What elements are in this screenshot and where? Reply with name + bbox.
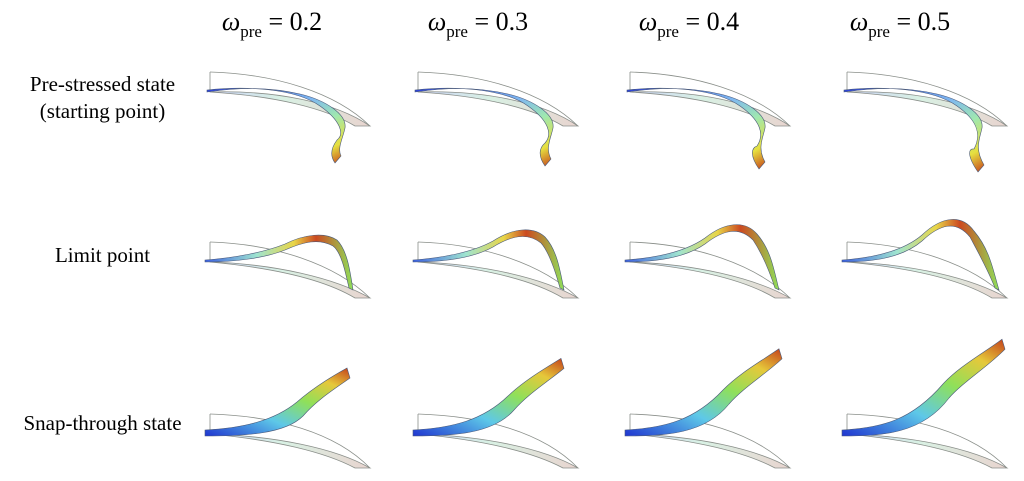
omega-subscript: pre bbox=[446, 22, 468, 41]
shell-figure bbox=[206, 71, 372, 164]
limit-point-shell bbox=[624, 224, 780, 291]
omega-symbol: ω bbox=[221, 7, 241, 36]
undeformed-shell bbox=[629, 72, 792, 127]
shell-cell bbox=[624, 222, 815, 352]
snap-through-shell bbox=[204, 367, 351, 437]
shell-figure bbox=[626, 71, 792, 170]
shell-figure bbox=[624, 348, 792, 469]
omega-symbol: ω bbox=[849, 7, 869, 36]
undeformed-shell bbox=[417, 242, 580, 299]
omega-symbol: ω bbox=[427, 7, 447, 36]
shell-figure bbox=[412, 229, 580, 299]
prestressed-shell bbox=[206, 87, 346, 164]
undeformed-shell bbox=[209, 72, 372, 127]
shell-figure bbox=[843, 71, 1009, 173]
shell-edge bbox=[846, 241, 1008, 299]
shell-edge bbox=[629, 71, 791, 127]
row-label-snap-through: Snap-through state bbox=[0, 410, 205, 437]
row-label-line: (starting point) bbox=[39, 99, 166, 123]
snap-through-shell bbox=[624, 348, 783, 437]
column-header-3: ωpre = 0.4 bbox=[604, 2, 774, 42]
omega-subscript: pre bbox=[240, 22, 262, 41]
shell-edge bbox=[209, 241, 371, 299]
shell-cell bbox=[841, 330, 1024, 469]
shell-edge bbox=[417, 241, 579, 299]
row-label-limit-point: Limit point bbox=[0, 242, 205, 269]
row-label-line: Limit point bbox=[54, 243, 151, 267]
undeformed-shell bbox=[846, 242, 1009, 299]
shell-figure bbox=[204, 234, 372, 299]
row-label-line: Snap-through state bbox=[23, 411, 182, 435]
omega-value: = 0.4 bbox=[685, 7, 740, 36]
shell-figure bbox=[841, 219, 1009, 299]
prestressed-shell bbox=[843, 87, 985, 173]
undeformed-shell bbox=[417, 72, 580, 127]
shell-figure bbox=[414, 71, 580, 167]
limit-point-shell bbox=[841, 219, 1000, 291]
shell-cell bbox=[413, 68, 603, 198]
undeformed-shell bbox=[629, 414, 792, 469]
shell-cell bbox=[625, 68, 815, 198]
shell-figure bbox=[412, 357, 580, 469]
shell-edge bbox=[846, 71, 1008, 127]
shell-figure bbox=[841, 338, 1009, 469]
row-label-line: Pre-stressed state bbox=[29, 72, 176, 96]
shell-cell bbox=[412, 330, 603, 469]
shell-edge bbox=[417, 413, 579, 469]
omega-subscript: pre bbox=[868, 22, 890, 41]
snap-through-shell bbox=[841, 338, 1006, 437]
omega-subscript: pre bbox=[657, 22, 679, 41]
shell-figure bbox=[624, 224, 792, 299]
undeformed-shell bbox=[209, 414, 372, 469]
undeformed-shell bbox=[417, 414, 580, 469]
column-header-2: ωpre = 0.3 bbox=[393, 2, 563, 42]
column-header-1: ωpre = 0.2 bbox=[187, 2, 357, 42]
omega-value: = 0.3 bbox=[474, 7, 529, 36]
shell-edge bbox=[417, 71, 579, 127]
shell-cell bbox=[204, 330, 395, 469]
shell-cell bbox=[412, 222, 603, 352]
omega-symbol: ω bbox=[638, 7, 658, 36]
shell-edge bbox=[846, 413, 1008, 469]
undeformed-shell bbox=[846, 72, 1009, 127]
limit-point-shell bbox=[204, 234, 354, 291]
undeformed-shell bbox=[629, 242, 792, 299]
shell-edge bbox=[209, 413, 371, 469]
prestressed-shell bbox=[414, 87, 554, 167]
shell-cell bbox=[204, 222, 395, 352]
shell-edge bbox=[209, 71, 371, 127]
row-label-prestressed: Pre-stressed state (starting point) bbox=[0, 71, 205, 125]
shell-figure bbox=[204, 367, 372, 469]
shell-cell bbox=[841, 219, 1024, 352]
undeformed-shell bbox=[846, 414, 1009, 469]
omega-value: = 0.2 bbox=[268, 7, 323, 36]
shell-cell bbox=[624, 330, 815, 469]
column-header-4: ωpre = 0.5 bbox=[815, 2, 985, 42]
omega-value: = 0.5 bbox=[896, 7, 951, 36]
limit-point-shell bbox=[412, 229, 565, 291]
shell-cell bbox=[205, 68, 395, 198]
undeformed-shell bbox=[209, 242, 372, 299]
shell-edge bbox=[629, 413, 791, 469]
shell-cell bbox=[842, 68, 1024, 198]
snap-through-shell bbox=[412, 357, 565, 437]
prestressed-shell bbox=[626, 87, 766, 170]
